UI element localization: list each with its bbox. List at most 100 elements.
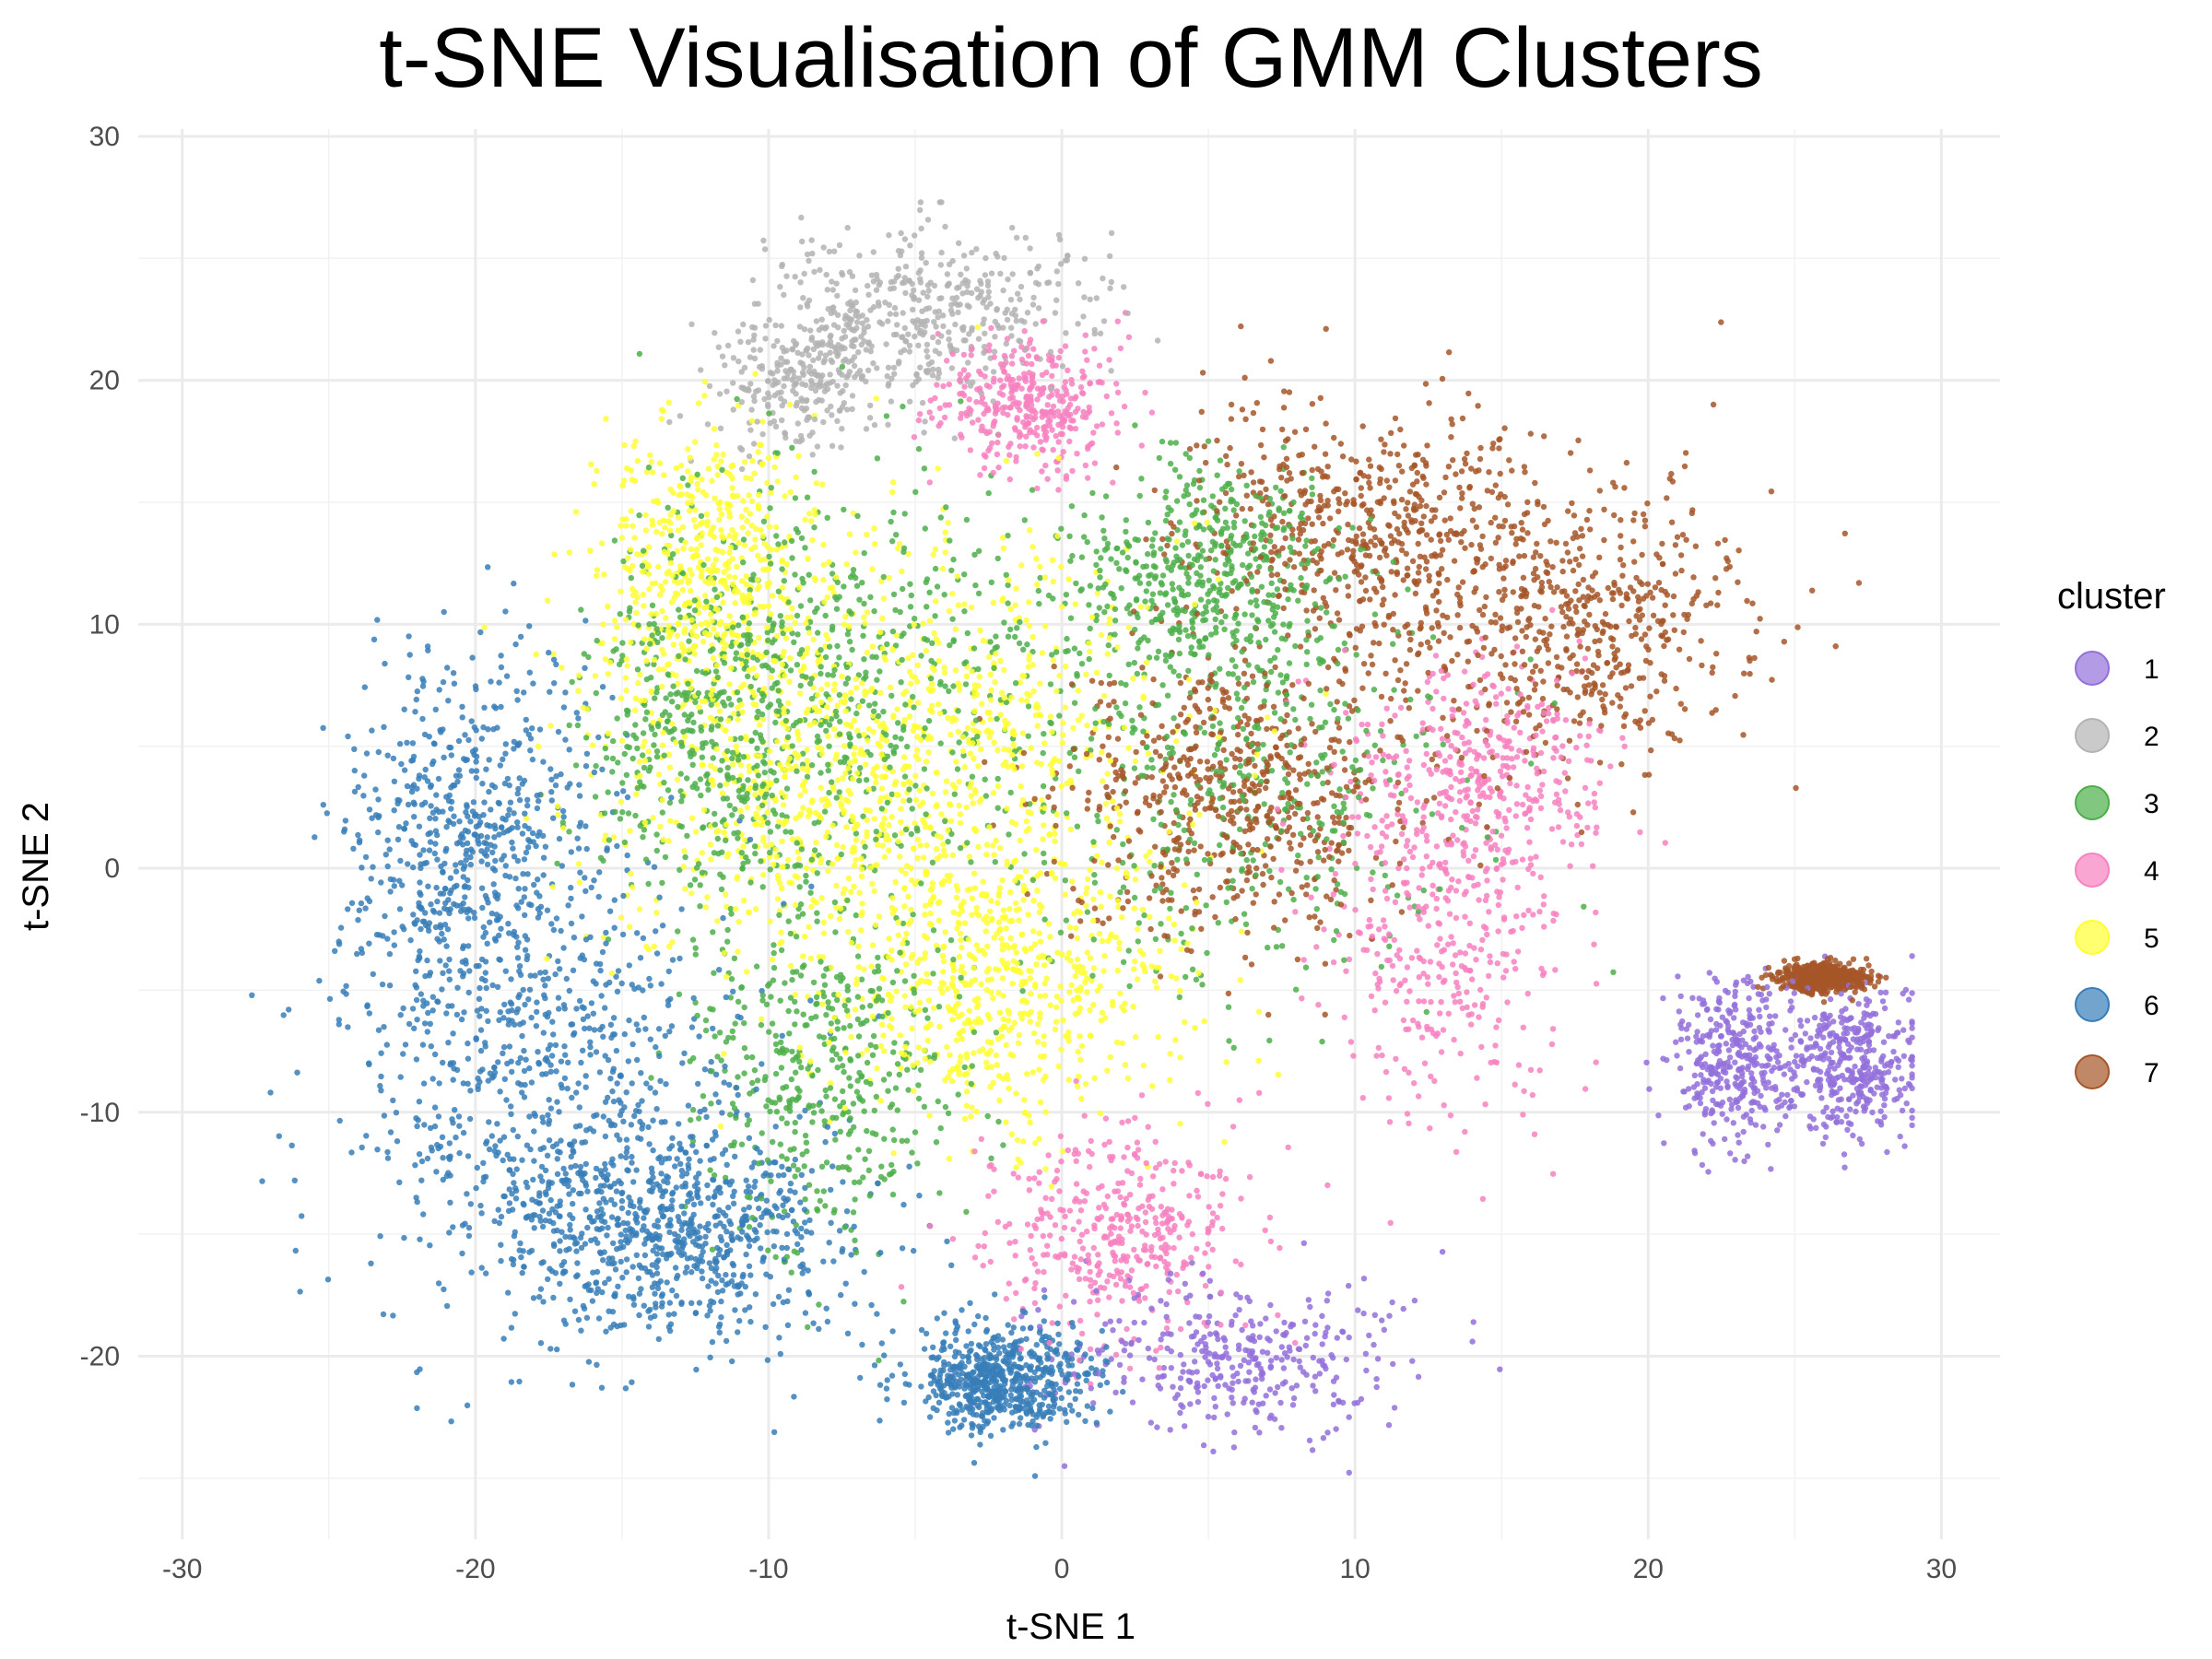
point-cluster-6	[692, 1255, 700, 1263]
point-cluster-5	[986, 734, 994, 740]
point-cluster-4	[1550, 755, 1557, 761]
point-cluster-4	[1406, 848, 1414, 855]
point-cluster-4	[1447, 754, 1453, 760]
point-cluster-3	[710, 755, 716, 761]
point-cluster-7	[1510, 589, 1517, 595]
point-cluster-2	[907, 242, 913, 249]
point-cluster-3	[717, 782, 724, 789]
point-cluster-6	[354, 950, 360, 958]
point-cluster-5	[535, 743, 542, 749]
point-cluster-7	[1296, 452, 1302, 459]
point-cluster-5	[802, 788, 808, 794]
point-cluster-1	[1740, 1128, 1747, 1135]
point-cluster-7	[1641, 524, 1649, 530]
point-cluster-5	[688, 587, 694, 594]
point-cluster-6	[923, 1330, 930, 1337]
point-cluster-2	[951, 435, 959, 441]
point-cluster-3	[675, 928, 681, 935]
point-cluster-4	[1071, 1253, 1078, 1260]
point-cluster-4	[1106, 1138, 1112, 1146]
point-cluster-1	[1135, 1336, 1142, 1344]
point-cluster-4	[1016, 375, 1022, 382]
point-cluster-3	[768, 994, 774, 1000]
point-cluster-3	[767, 866, 773, 873]
point-cluster-6	[560, 1165, 567, 1172]
point-cluster-5	[1007, 606, 1015, 613]
point-cluster-6	[603, 1328, 609, 1335]
point-cluster-1	[1126, 1352, 1134, 1359]
point-cluster-5	[1041, 822, 1047, 829]
point-cluster-5	[1041, 623, 1049, 629]
point-cluster-6	[512, 875, 519, 882]
point-cluster-4	[1437, 1010, 1443, 1017]
point-cluster-3	[1337, 888, 1345, 895]
point-cluster-3	[697, 776, 704, 782]
point-cluster-2	[1075, 280, 1082, 287]
point-cluster-3	[846, 639, 853, 645]
point-cluster-3	[1172, 440, 1180, 446]
point-cluster-4	[1521, 1088, 1527, 1095]
point-cluster-7	[1520, 574, 1527, 581]
point-cluster-3	[1087, 625, 1093, 632]
point-cluster-3	[750, 654, 757, 661]
point-cluster-4	[1463, 700, 1470, 707]
point-cluster-1	[1415, 1373, 1422, 1381]
point-cluster-6	[479, 904, 486, 912]
point-cluster-6	[960, 1417, 968, 1423]
point-cluster-5	[701, 379, 709, 385]
point-cluster-7	[1521, 464, 1528, 470]
point-cluster-4	[1326, 845, 1333, 853]
point-cluster-1	[1439, 1249, 1446, 1255]
point-cluster-7	[1609, 700, 1616, 706]
point-cluster-4	[1036, 1180, 1042, 1186]
point-cluster-3	[1527, 656, 1534, 663]
point-cluster-5	[886, 847, 892, 853]
point-cluster-5	[1033, 556, 1040, 562]
point-cluster-3	[1024, 641, 1030, 648]
point-cluster-5	[1121, 724, 1128, 731]
point-cluster-6	[458, 1016, 465, 1023]
point-cluster-3	[888, 692, 895, 699]
point-cluster-6	[995, 1344, 1002, 1351]
point-cluster-4	[1077, 1317, 1084, 1324]
point-cluster-6	[606, 908, 614, 914]
point-cluster-6	[679, 1183, 686, 1190]
point-cluster-4	[961, 383, 968, 390]
point-cluster-5	[1001, 666, 1007, 674]
point-cluster-7	[1372, 534, 1379, 541]
point-cluster-5	[897, 1032, 904, 1039]
point-cluster-6	[1066, 1402, 1074, 1409]
point-cluster-4	[1041, 1268, 1047, 1276]
point-cluster-5	[803, 865, 810, 872]
point-cluster-6	[857, 1374, 864, 1382]
point-cluster-3	[771, 770, 777, 776]
point-cluster-6	[494, 983, 501, 991]
point-cluster-4	[1395, 865, 1402, 872]
point-cluster-6	[413, 996, 420, 1004]
point-cluster-3	[1135, 938, 1142, 945]
point-cluster-6	[687, 1232, 693, 1240]
point-cluster-4	[1403, 842, 1410, 849]
point-cluster-5	[723, 727, 729, 734]
point-cluster-3	[619, 809, 626, 816]
point-cluster-7	[1250, 479, 1257, 486]
point-cluster-4	[1423, 832, 1430, 839]
point-cluster-1	[1902, 986, 1910, 994]
point-cluster-1	[1886, 1033, 1892, 1040]
point-cluster-7	[1488, 519, 1494, 526]
point-cluster-5	[990, 842, 996, 849]
point-cluster-7	[1583, 516, 1591, 524]
point-cluster-3	[1005, 582, 1011, 589]
point-cluster-7	[1426, 572, 1432, 579]
point-cluster-3	[982, 776, 988, 782]
point-cluster-4	[1500, 914, 1508, 921]
point-cluster-1	[1675, 973, 1681, 980]
point-cluster-3	[925, 717, 933, 724]
point-cluster-1	[1211, 1414, 1218, 1421]
point-cluster-6	[506, 1200, 513, 1206]
point-cluster-6	[465, 1153, 472, 1159]
point-cluster-3	[1237, 762, 1244, 770]
point-cluster-4	[1062, 379, 1069, 385]
point-cluster-3	[1298, 574, 1304, 582]
point-cluster-6	[582, 888, 589, 894]
